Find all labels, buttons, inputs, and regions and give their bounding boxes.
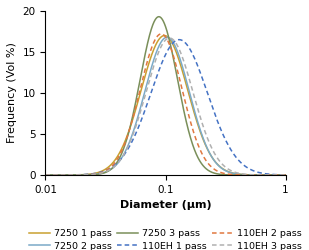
110EH 1 pass — [177, 38, 181, 41]
110EH 3 pass — [154, 58, 158, 61]
110EH 3 pass — [168, 36, 171, 40]
110EH 1 pass — [284, 174, 287, 176]
110EH 1 pass — [277, 173, 281, 176]
110EH 1 pass — [44, 174, 47, 176]
7250 2 pass — [165, 36, 169, 39]
110EH 2 pass — [154, 37, 158, 40]
110EH 2 pass — [233, 173, 236, 176]
7250 2 pass — [56, 174, 60, 176]
Line: 7250 3 pass: 7250 3 pass — [45, 17, 286, 175]
110EH 2 pass — [44, 174, 47, 176]
7250 1 pass — [233, 172, 236, 175]
110EH 3 pass — [160, 43, 164, 46]
110EH 2 pass — [56, 174, 60, 176]
Line: 110EH 3 pass: 110EH 3 pass — [45, 38, 286, 175]
110EH 3 pass — [233, 171, 236, 174]
7250 3 pass — [277, 174, 281, 176]
7250 2 pass — [284, 174, 287, 176]
110EH 2 pass — [284, 174, 287, 176]
7250 2 pass — [277, 174, 281, 176]
Legend: 7250 1 pass, 7250 2 pass, 7250 3 pass, 110EH 1 pass, 110EH 2 pass, 110EH 3 pass: 7250 1 pass, 7250 2 pass, 7250 3 pass, 1… — [29, 229, 302, 250]
7250 1 pass — [163, 34, 166, 37]
Line: 7250 1 pass: 7250 1 pass — [45, 36, 286, 175]
110EH 2 pass — [277, 174, 281, 176]
7250 3 pass — [233, 174, 236, 176]
110EH 1 pass — [160, 60, 164, 64]
110EH 3 pass — [277, 174, 281, 176]
110EH 2 pass — [277, 174, 281, 176]
7250 2 pass — [154, 52, 158, 55]
7250 1 pass — [160, 35, 164, 38]
7250 3 pass — [157, 15, 161, 18]
110EH 2 pass — [160, 33, 164, 36]
7250 1 pass — [154, 43, 158, 46]
Line: 7250 2 pass: 7250 2 pass — [45, 37, 286, 175]
7250 3 pass — [44, 174, 47, 176]
7250 2 pass — [44, 174, 47, 176]
7250 3 pass — [154, 17, 158, 20]
7250 2 pass — [160, 39, 164, 42]
7250 3 pass — [284, 174, 287, 176]
110EH 2 pass — [159, 32, 163, 35]
7250 2 pass — [277, 174, 281, 176]
110EH 3 pass — [284, 174, 287, 176]
7250 3 pass — [56, 174, 60, 176]
Line: 110EH 1 pass: 110EH 1 pass — [45, 40, 286, 175]
Line: 110EH 2 pass: 110EH 2 pass — [45, 34, 286, 175]
Y-axis label: Frequency (Vol %): Frequency (Vol %) — [7, 42, 17, 143]
7250 3 pass — [277, 174, 281, 176]
7250 1 pass — [284, 174, 287, 176]
110EH 1 pass — [233, 154, 236, 157]
X-axis label: Diameter (μm): Diameter (μm) — [120, 200, 211, 210]
7250 1 pass — [277, 174, 281, 176]
110EH 3 pass — [56, 174, 60, 176]
110EH 1 pass — [56, 174, 60, 176]
110EH 3 pass — [44, 174, 47, 176]
7250 1 pass — [56, 174, 60, 176]
110EH 1 pass — [277, 173, 281, 176]
7250 1 pass — [277, 174, 281, 176]
7250 2 pass — [233, 172, 236, 175]
110EH 1 pass — [154, 78, 158, 80]
110EH 3 pass — [277, 174, 281, 176]
7250 1 pass — [44, 174, 47, 176]
7250 3 pass — [160, 18, 164, 21]
